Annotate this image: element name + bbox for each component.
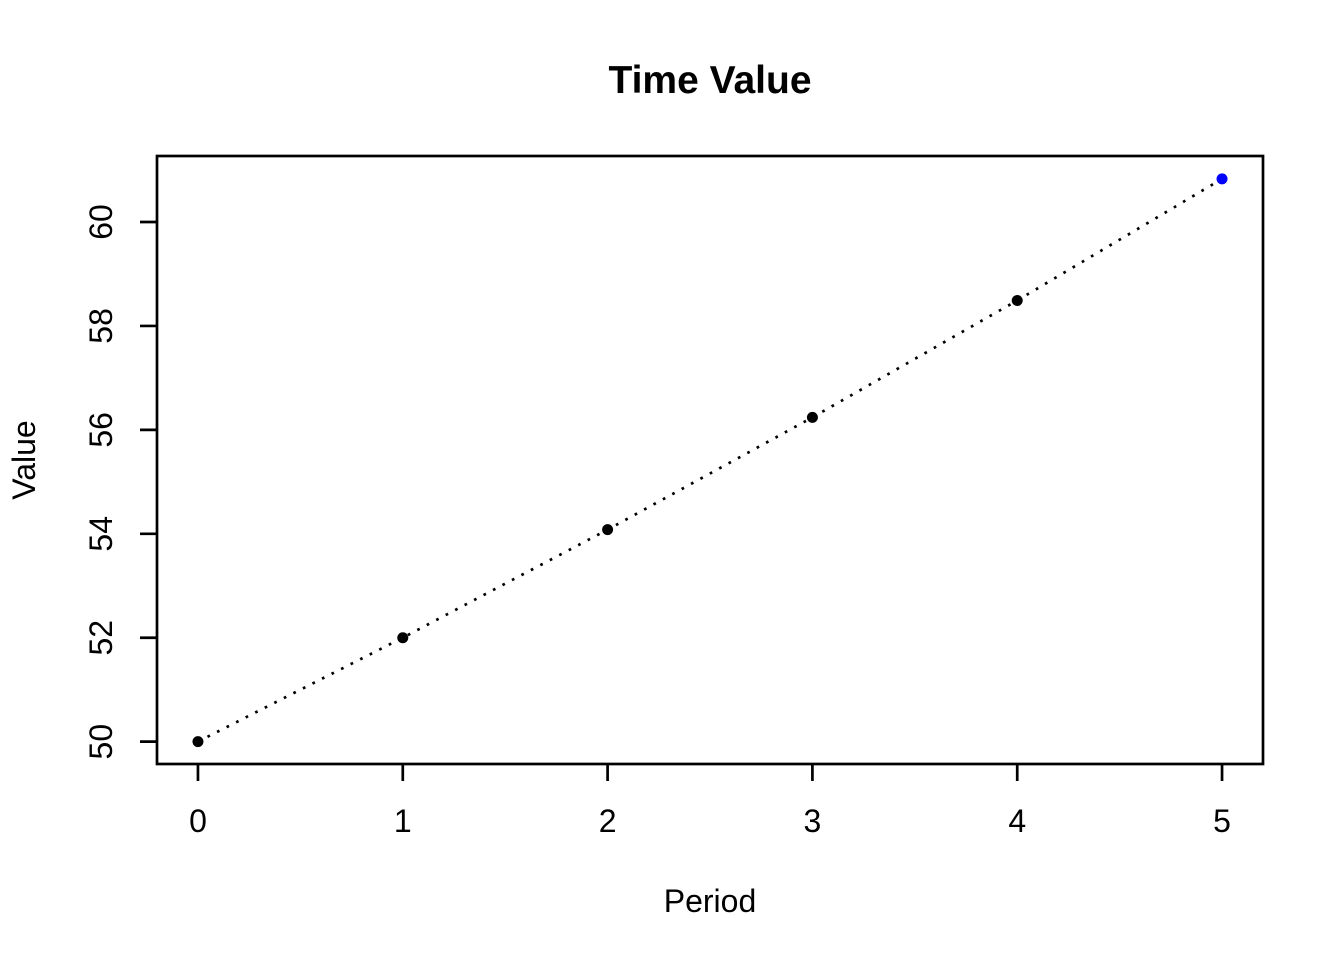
- x-tick-label: 5: [1213, 803, 1231, 839]
- x-tick-label: 3: [804, 803, 822, 839]
- data-point: [397, 632, 409, 644]
- y-tick-label: 50: [83, 724, 119, 760]
- chart-title: Time Value: [608, 59, 811, 102]
- y-tick-label: 60: [83, 204, 119, 240]
- x-tick-label: 4: [1008, 803, 1026, 839]
- data-point: [806, 411, 818, 423]
- x-tick-label: 1: [394, 803, 412, 839]
- y-tick-label: 56: [83, 412, 119, 448]
- y-tick-label: 58: [83, 308, 119, 344]
- plot-box: [155, 154, 1265, 766]
- data-point: [602, 524, 614, 536]
- series-line: [197, 177, 1223, 743]
- x-axis-label: Period: [664, 883, 757, 919]
- x-tick-label: 2: [599, 803, 617, 839]
- y-tick-label: 52: [83, 620, 119, 656]
- data-point: [1011, 294, 1023, 306]
- y-axis-label: Value: [6, 420, 42, 499]
- x-tick-label: 0: [189, 803, 207, 839]
- data-point: [192, 736, 204, 748]
- data-point-highlight: [1216, 173, 1228, 185]
- y-tick-label: 54: [83, 516, 119, 552]
